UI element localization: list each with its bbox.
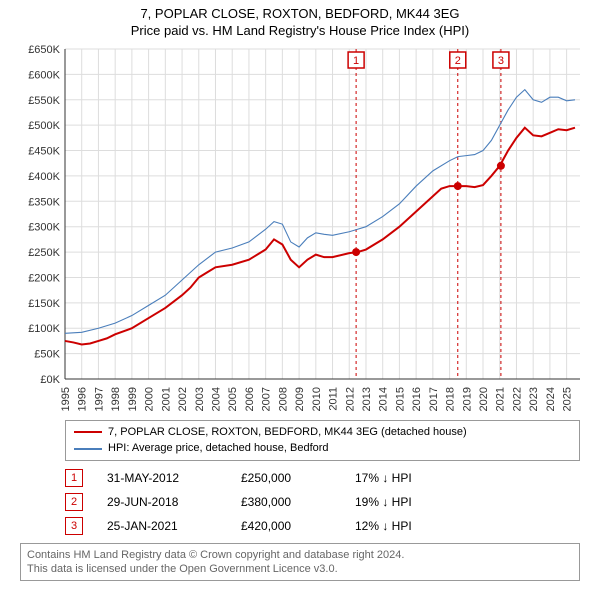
sale-index-box: 2 xyxy=(65,493,83,511)
y-tick-label: £50K xyxy=(34,348,60,360)
sale-diff: 17% ↓ HPI xyxy=(355,471,412,485)
x-tick-label: 2025 xyxy=(562,387,574,411)
y-tick-label: £400K xyxy=(28,171,60,183)
footer-line-1: Contains HM Land Registry data © Crown c… xyxy=(27,548,573,562)
sale-index-box: 3 xyxy=(65,517,83,535)
sale-date: 29-JUN-2018 xyxy=(107,495,217,509)
footer-line-2: This data is licensed under the Open Gov… xyxy=(27,562,573,576)
x-tick-label: 2013 xyxy=(361,387,373,411)
x-tick-label: 2018 xyxy=(445,387,457,411)
sale-marker-label: 3 xyxy=(498,55,504,67)
x-tick-label: 2016 xyxy=(411,387,423,411)
x-tick-label: 2020 xyxy=(478,387,490,411)
x-tick-label: 2011 xyxy=(328,387,340,411)
sale-diff: 12% ↓ HPI xyxy=(355,519,412,533)
x-tick-label: 1999 xyxy=(127,387,139,411)
chart-legend: 7, POPLAR CLOSE, ROXTON, BEDFORD, MK44 3… xyxy=(65,420,580,461)
series-line xyxy=(65,127,575,344)
y-tick-label: £150K xyxy=(28,298,60,310)
x-tick-label: 2023 xyxy=(528,387,540,411)
x-tick-label: 1998 xyxy=(110,387,122,411)
y-tick-label: £650K xyxy=(28,44,60,56)
sale-marker-label: 2 xyxy=(455,55,461,67)
title-line-1: 7, POPLAR CLOSE, ROXTON, BEDFORD, MK44 3… xyxy=(10,6,590,23)
y-tick-label: £100K xyxy=(28,323,60,335)
x-tick-label: 2012 xyxy=(344,387,356,411)
sales-table: 1 31-MAY-2012 £250,000 17% ↓ HPI 2 29-JUN-201… xyxy=(65,469,580,535)
title-line-2: Price paid vs. HM Land Registry's House … xyxy=(10,23,590,40)
x-tick-label: 2014 xyxy=(378,387,390,411)
sale-price: £420,000 xyxy=(241,519,331,533)
legend-swatch xyxy=(74,448,102,450)
chart-titles: 7, POPLAR CLOSE, ROXTON, BEDFORD, MK44 3… xyxy=(10,6,590,40)
legend-swatch xyxy=(74,431,102,433)
legend-item: HPI: Average price, detached house, Bedf… xyxy=(74,440,571,457)
x-tick-label: 1996 xyxy=(77,387,89,411)
series-line xyxy=(65,89,575,333)
legend-label: HPI: Average price, detached house, Bedf… xyxy=(108,440,329,457)
x-tick-label: 2003 xyxy=(194,387,206,411)
x-tick-label: 2008 xyxy=(277,387,289,411)
y-tick-label: £550K xyxy=(28,95,60,107)
sale-price: £380,000 xyxy=(241,495,331,509)
x-tick-label: 2000 xyxy=(144,387,156,411)
y-tick-label: £450K xyxy=(28,145,60,157)
sale-diff: 19% ↓ HPI xyxy=(355,495,412,509)
y-tick-label: £300K xyxy=(28,221,60,233)
x-tick-label: 2007 xyxy=(261,387,273,411)
x-tick-label: 2001 xyxy=(160,387,172,411)
x-tick-label: 2004 xyxy=(210,387,222,411)
x-tick-label: 2024 xyxy=(545,387,557,411)
x-tick-label: 2019 xyxy=(461,387,473,411)
x-tick-label: 2002 xyxy=(177,387,189,411)
y-tick-label: £250K xyxy=(28,247,60,259)
y-tick-label: £350K xyxy=(28,196,60,208)
y-tick-label: £600K xyxy=(28,69,60,81)
sale-row: 1 31-MAY-2012 £250,000 17% ↓ HPI xyxy=(65,469,580,487)
x-tick-label: 2017 xyxy=(428,387,440,411)
x-tick-label: 2022 xyxy=(511,387,523,411)
y-tick-label: £500K xyxy=(28,120,60,132)
x-tick-label: 1997 xyxy=(93,387,105,411)
price-chart: £0K £50K £100K £150K £200K £250K £300K £350K £40… xyxy=(10,44,590,414)
sale-row: 2 29-JUN-2018 £380,000 19% ↓ HPI xyxy=(65,493,580,511)
sale-marker-label: 1 xyxy=(353,55,359,67)
x-tick-label: 2010 xyxy=(311,387,323,411)
legend-label: 7, POPLAR CLOSE, ROXTON, BEDFORD, MK44 3… xyxy=(108,424,467,441)
x-tick-label: 2021 xyxy=(495,387,507,411)
sale-index-box: 1 xyxy=(65,469,83,487)
attribution-footer: Contains HM Land Registry data © Crown c… xyxy=(20,543,580,582)
x-tick-label: 1995 xyxy=(60,387,72,411)
sale-price: £250,000 xyxy=(241,471,331,485)
sale-date: 25-JAN-2021 xyxy=(107,519,217,533)
sale-row: 3 25-JAN-2021 £420,000 12% ↓ HPI xyxy=(65,517,580,535)
x-tick-label: 2005 xyxy=(227,387,239,411)
x-tick-label: 2009 xyxy=(294,387,306,411)
x-tick-label: 2015 xyxy=(394,387,406,411)
y-tick-label: £200K xyxy=(28,272,60,284)
x-tick-label: 2006 xyxy=(244,387,256,411)
sale-date: 31-MAY-2012 xyxy=(107,471,217,485)
legend-item: 7, POPLAR CLOSE, ROXTON, BEDFORD, MK44 3… xyxy=(74,424,571,441)
y-tick-label: £0K xyxy=(40,374,60,386)
